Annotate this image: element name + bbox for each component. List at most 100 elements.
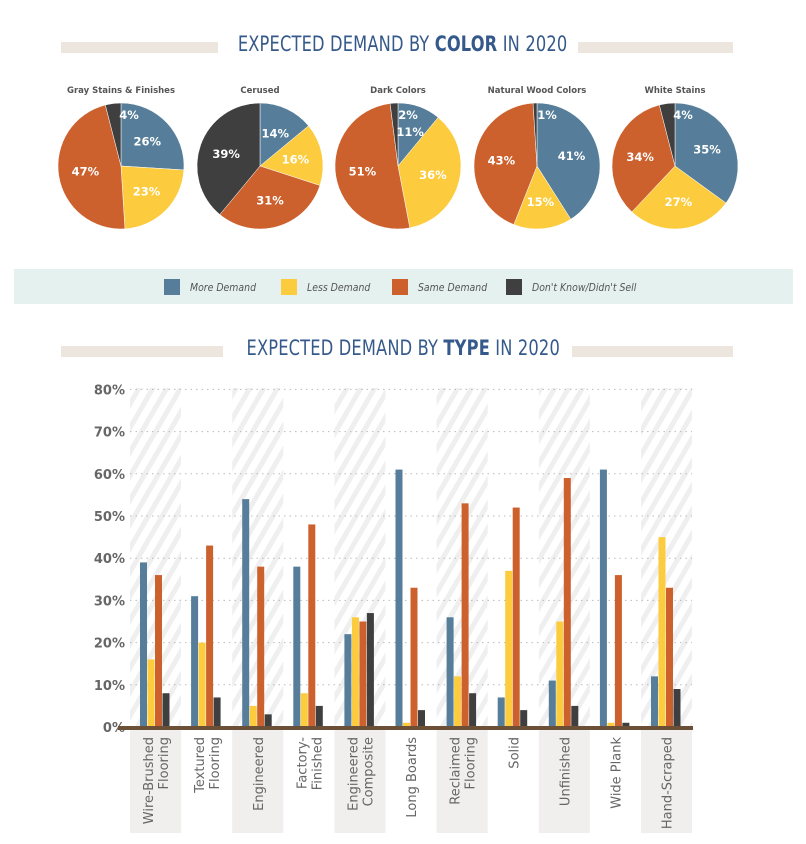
bar-less xyxy=(300,693,308,727)
bar-dontknow xyxy=(315,705,323,727)
legend-item-dontknow: Don't Know/Didn't Sell xyxy=(506,279,655,295)
legend-swatch-dontknow xyxy=(506,279,522,295)
bar-more xyxy=(446,617,454,727)
pie-slice-dontknow xyxy=(532,102,538,167)
pie-title: Cerused xyxy=(240,86,279,96)
y-tick-label: 60% xyxy=(94,468,125,483)
pie-slice-more xyxy=(674,102,739,204)
title-bar-left xyxy=(61,346,223,357)
bar-more xyxy=(497,697,505,727)
pie-slice-dontknow xyxy=(105,102,122,167)
category-label-band xyxy=(538,730,590,833)
pie-slice-label: 4% xyxy=(673,108,693,122)
type-section-header: EXPECTED DEMAND BY TYPE IN 2020 xyxy=(0,336,806,366)
pie-slice-label: 23% xyxy=(133,184,161,198)
bar-same xyxy=(563,478,571,727)
pie-slice-same xyxy=(473,102,538,225)
x-tick-label: Wide Plank xyxy=(609,737,624,809)
pie-slice-dontknow xyxy=(196,102,261,215)
pie-slice-label: 16% xyxy=(282,152,310,166)
bar-dontknow xyxy=(366,613,374,727)
legend-item-more: More Demand xyxy=(164,279,268,295)
bar-less xyxy=(249,705,257,727)
pie-slice-label: 4% xyxy=(119,108,139,122)
bar-dontknow xyxy=(213,697,221,727)
bar-more xyxy=(344,634,352,727)
pie-title: Dark Colors xyxy=(370,86,426,96)
pie-title: White Stains xyxy=(644,86,705,96)
bar-more xyxy=(242,499,250,727)
pie-slice-less xyxy=(397,117,462,229)
category-band xyxy=(538,388,590,727)
pie-slice-same xyxy=(57,104,126,230)
bar-dontknow xyxy=(673,689,681,727)
x-tick-label: Long Boards xyxy=(405,737,420,818)
category-band xyxy=(130,388,182,727)
bar-same xyxy=(155,575,162,727)
bar-dontknow xyxy=(264,714,272,727)
y-tick-label: 30% xyxy=(94,594,125,609)
x-tick-label-line: Flooring xyxy=(157,737,172,789)
x-tick-label-line: Textured xyxy=(193,737,208,794)
x-tick-label-line: Flooring xyxy=(464,737,479,789)
bar-less xyxy=(556,621,564,727)
x-tick-label: Engineered xyxy=(252,737,267,811)
x-tick-label: Wire-Brushed Flooring xyxy=(142,737,172,824)
pie-title: Natural Wood Colors xyxy=(488,86,587,96)
bar-dontknow xyxy=(622,722,630,727)
x-tick-label: Engineered Composite xyxy=(346,737,376,811)
y-tick-label: 70% xyxy=(94,426,125,441)
bar-more xyxy=(191,596,199,727)
y-tick-label: 0% xyxy=(103,721,125,736)
pie-slice-dontknow xyxy=(659,102,676,167)
x-axis-line xyxy=(118,726,693,730)
color-section-title: EXPECTED DEMAND BY COLOR IN 2020 xyxy=(0,32,806,56)
x-tick-label-line: Hand-Scraped xyxy=(661,737,676,829)
x-tick-label-line: Solid xyxy=(507,737,522,769)
x-tick-label: Solid xyxy=(507,737,522,769)
type-section-title: EXPECTED DEMAND BY TYPE IN 2020 xyxy=(0,336,806,360)
pie-slice-label: 39% xyxy=(212,147,240,161)
y-tick-label: 10% xyxy=(94,679,125,694)
bar-dontknow xyxy=(418,710,425,727)
x-tick-label: Unfinished xyxy=(558,737,573,806)
pie-chart: Cerused 14% 16% 31% 39% xyxy=(196,86,324,230)
pie-slice-more xyxy=(536,102,601,220)
bar-less xyxy=(351,617,359,727)
pie-charts-svg: Gray Stains & Finishes 26% 23% 47% 4% Cerused… xyxy=(57,86,739,230)
pie-slice-more xyxy=(259,102,309,167)
x-tick-label: Reclaimed Flooring xyxy=(449,737,479,805)
x-tick-label-line: Unfinished xyxy=(558,737,573,806)
bar-same xyxy=(512,507,520,727)
pie-slice-label: 26% xyxy=(133,134,161,148)
x-tick-label-line: Composite xyxy=(361,737,376,806)
bar-same xyxy=(614,575,622,727)
pie-slice-label: 43% xyxy=(488,153,516,167)
bar-less xyxy=(454,676,462,727)
x-tick-label: Textured Flooring xyxy=(193,737,223,794)
x-tick-label-line: Flooring xyxy=(208,737,223,789)
pie-slice-label: 51% xyxy=(349,165,377,179)
bar-less xyxy=(505,570,513,727)
pie-slice-label: 41% xyxy=(558,149,586,163)
category-band xyxy=(436,388,488,727)
bar-more xyxy=(599,469,607,727)
pie-title: Gray Stains & Finishes xyxy=(67,86,175,96)
pie-slice-more xyxy=(120,102,185,171)
y-tick-label: 80% xyxy=(94,383,125,398)
category-label-band xyxy=(436,730,488,833)
x-tick-label-line: Factory- xyxy=(295,737,310,789)
pie-slice-label: 31% xyxy=(256,194,284,208)
bar-more xyxy=(293,566,301,727)
bar-same xyxy=(206,545,214,727)
x-tick-label-line: Engineered xyxy=(252,737,267,811)
bar-dontknow xyxy=(571,705,579,727)
pie-slice-less xyxy=(513,165,572,230)
pie-slice-label: 14% xyxy=(262,126,290,140)
x-tick-label-line: Reclaimed xyxy=(449,737,464,805)
legend-item-same: Same Demand xyxy=(392,279,499,295)
bar-less xyxy=(198,642,206,727)
x-tick-label: Factory- Finished xyxy=(295,737,325,791)
title-bar-left xyxy=(61,42,218,53)
bar-dontknow xyxy=(469,693,477,727)
